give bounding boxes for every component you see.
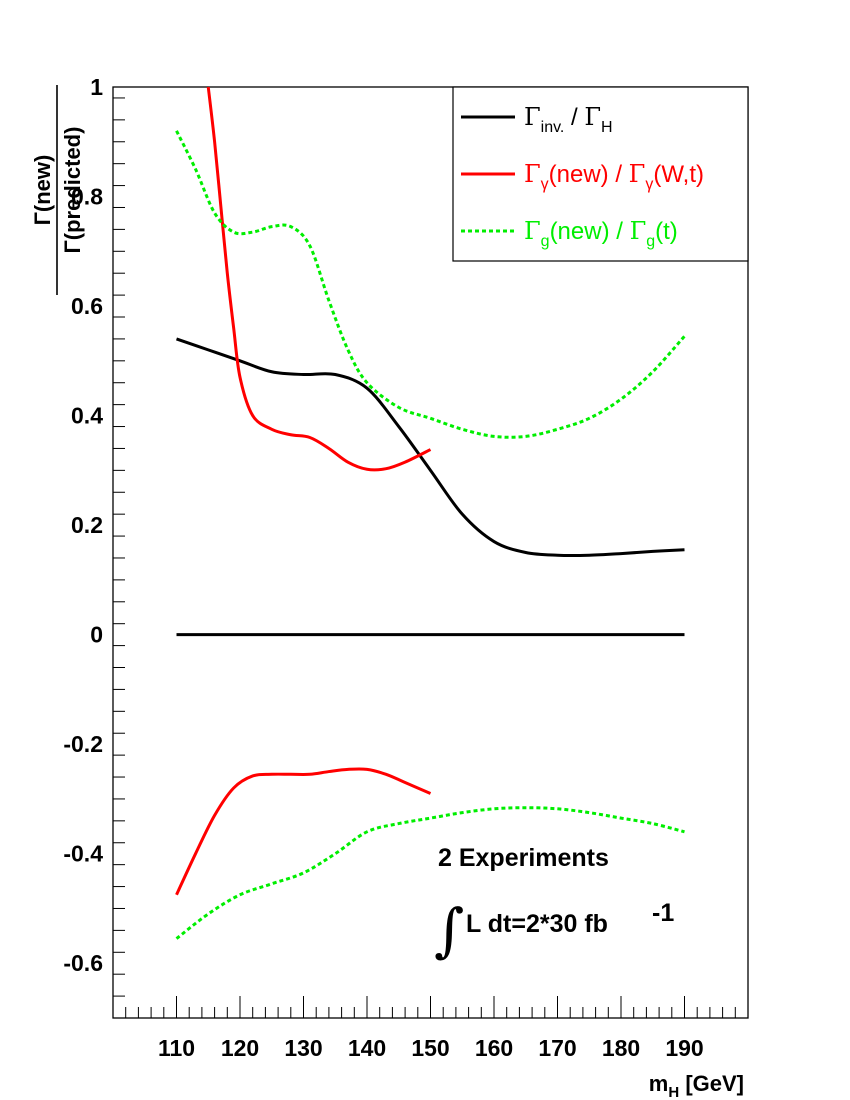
legend-label-2: Γg(new) / Γg(t) <box>524 217 678 250</box>
axis-tick-labels: 110 120 130 140 150 160 170 180 190 -0.6 -0.4 -0.2 0… <box>63 74 703 1061</box>
legend-label-part: g <box>541 233 550 250</box>
x-tick-label: 120 <box>221 1035 259 1061</box>
x-axis-title: mH [GeV] <box>649 1071 744 1100</box>
legend-label-part: / <box>564 104 584 131</box>
x-axis-title-rest: [GeV] <box>679 1071 744 1096</box>
series-line-4 <box>175 130 686 439</box>
legend-label-part: g <box>646 233 655 250</box>
legend-label-part: γ <box>541 176 549 193</box>
legend-label-part: Γ <box>524 160 541 188</box>
legend-label-part: (W,t) <box>653 161 704 188</box>
y-axis-title-denominator: Γ(predicted) <box>60 127 85 254</box>
y-axis-title: Γ(new) Γ(predicted) <box>30 85 85 295</box>
y-tick-label: 0.2 <box>71 512 103 538</box>
legend-label-part: Γ <box>524 217 541 245</box>
legend-label-part: Γ <box>524 103 541 131</box>
legend-label-0: Γinv. / ΓH <box>524 103 613 136</box>
x-tick-label: 130 <box>284 1035 322 1061</box>
legend-label-part: (new) / <box>550 218 630 245</box>
annotation-experiments: 2 Experiments <box>438 844 609 872</box>
x-tick-label: 170 <box>538 1035 576 1061</box>
y-tick-label: -0.2 <box>63 731 103 757</box>
y-tick-label: 0.6 <box>71 293 103 319</box>
series-line-0 <box>176 337 685 558</box>
x-tick-label: 180 <box>602 1035 640 1061</box>
x-tick-label: 150 <box>411 1035 449 1061</box>
legend-label-part: Γ <box>629 160 646 188</box>
x-tick-label: 190 <box>665 1035 703 1061</box>
legend-label-part: inv. <box>541 119 565 136</box>
x-axis-title-sub: H <box>668 1084 679 1100</box>
legend-label-part: (t) <box>655 218 678 245</box>
y-tick-label: 0 <box>90 622 103 648</box>
y-tick-label: 0.8 <box>71 184 103 210</box>
legend-label-part: γ <box>645 176 653 193</box>
y-tick-label: 0.4 <box>71 403 103 429</box>
x-tick-label: 140 <box>348 1035 386 1061</box>
x-tick-label: 160 <box>475 1035 513 1061</box>
series-line-5 <box>175 806 685 940</box>
luminosity-annotation: 2 Experiments ∫ L dt=2*30 fb -1 <box>434 844 674 964</box>
x-tick-label: 110 <box>158 1035 195 1061</box>
legend-label-1: Γγ(new) / Γγ(W,t) <box>524 160 704 193</box>
y-tick-label: 1 <box>90 74 103 100</box>
series-layer <box>175 86 686 940</box>
annotation-luminosity: L dt=2*30 fb <box>466 910 608 938</box>
legend-label-part: Γ <box>584 103 601 131</box>
integral-sign: ∫ <box>434 896 464 964</box>
legend-label-part: (new) / <box>549 161 629 188</box>
series-line-2 <box>206 86 432 472</box>
series-line-3 <box>175 767 432 896</box>
legend-label-part: Γ <box>630 217 647 245</box>
axis-ticks <box>113 97 736 1018</box>
legend-label-part: H <box>601 119 613 136</box>
x-axis-title-main: m <box>649 1071 669 1096</box>
y-tick-label: -0.6 <box>63 950 103 976</box>
y-tick-label: -0.4 <box>63 841 103 867</box>
annotation-exponent: -1 <box>652 899 674 927</box>
y-axis-title-numerator: Γ(new) <box>30 155 55 226</box>
